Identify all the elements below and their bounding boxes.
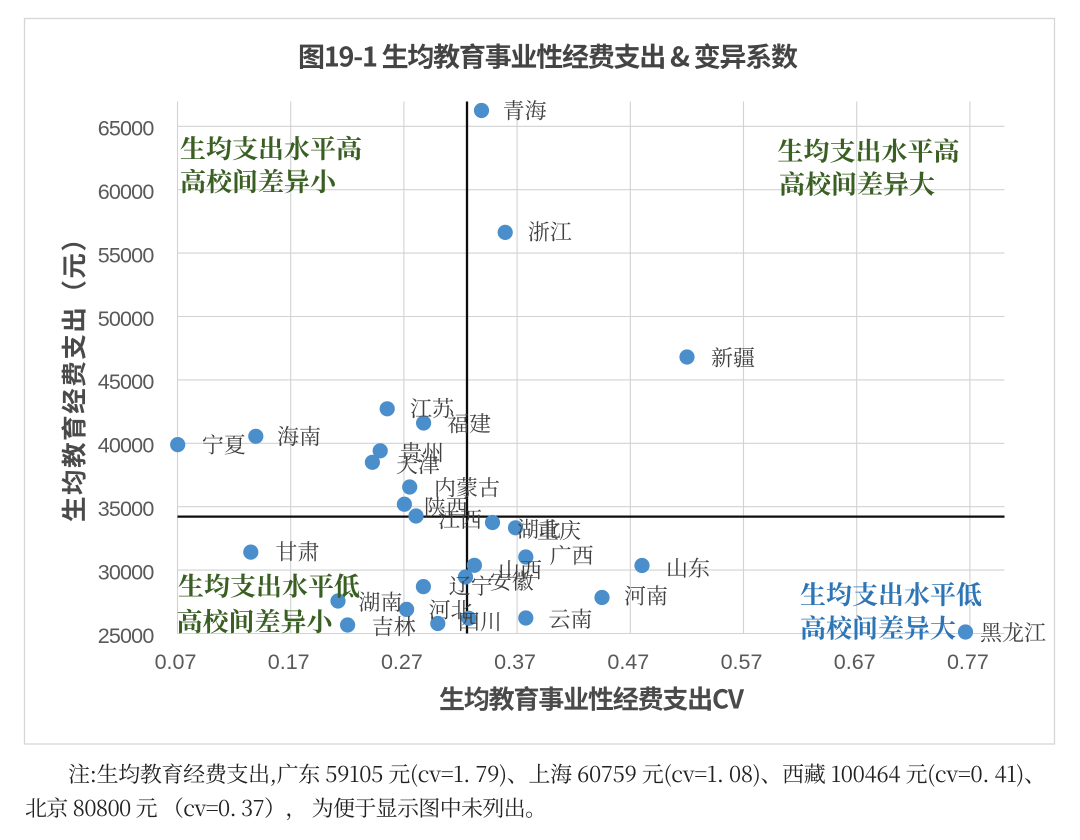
- svg-text:0.77: 0.77: [947, 650, 989, 674]
- svg-text:0.57: 0.57: [721, 650, 763, 674]
- svg-text:25000: 25000: [98, 624, 155, 648]
- svg-text:55000: 55000: [98, 243, 155, 267]
- svg-text:50000: 50000: [98, 307, 155, 331]
- svg-text:65000: 65000: [98, 117, 155, 141]
- svg-text:0.27: 0.27: [381, 650, 423, 674]
- svg-text:0.17: 0.17: [268, 650, 310, 674]
- svg-text:40000: 40000: [98, 434, 155, 458]
- svg-text:0.07: 0.07: [155, 650, 197, 674]
- svg-text:0.67: 0.67: [834, 650, 876, 674]
- svg-text:35000: 35000: [98, 497, 155, 521]
- svg-text:0.37: 0.37: [494, 650, 536, 674]
- svg-text:60000: 60000: [98, 180, 155, 204]
- svg-text:30000: 30000: [98, 560, 155, 584]
- svg-text:0.47: 0.47: [607, 650, 649, 674]
- svg-text:45000: 45000: [98, 370, 155, 394]
